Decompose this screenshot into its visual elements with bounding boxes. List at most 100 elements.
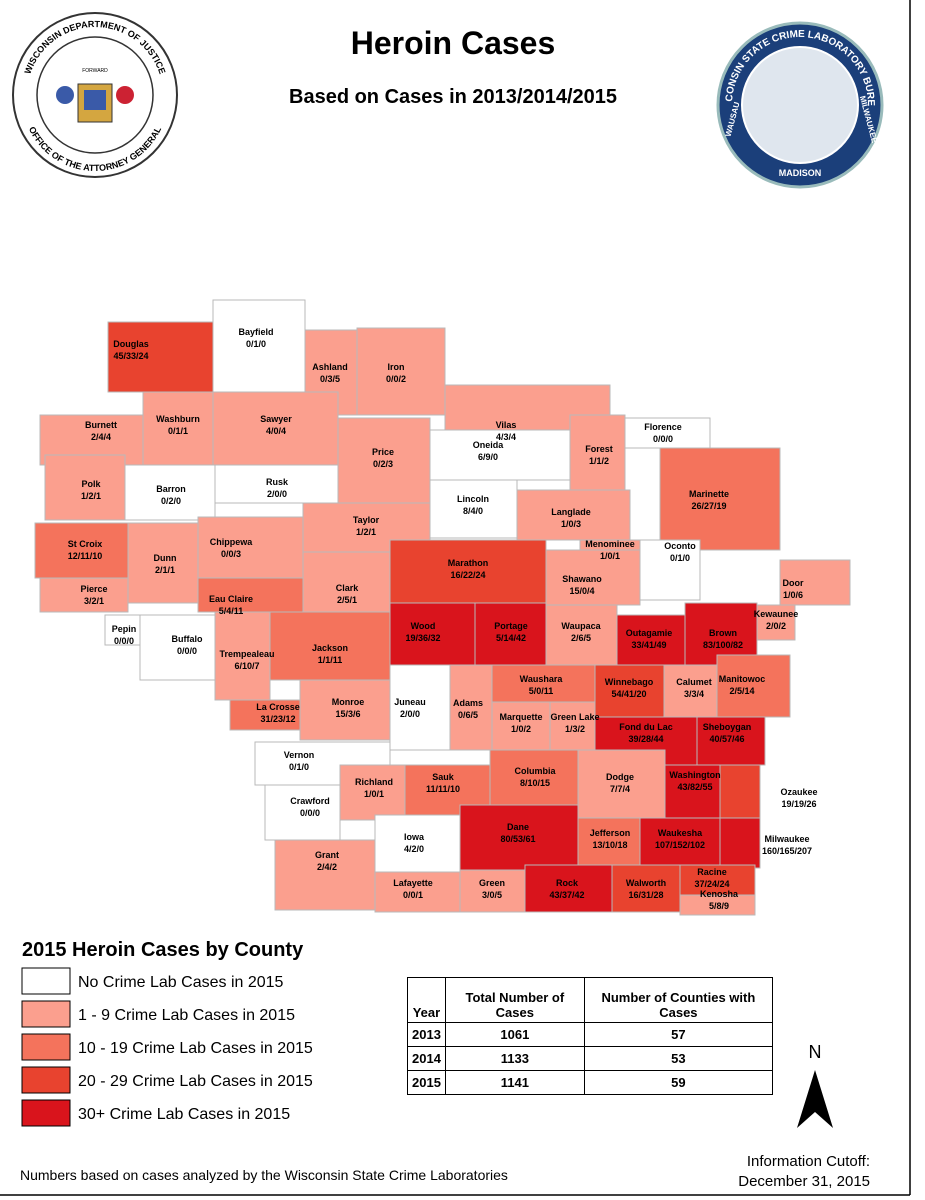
legend-swatch [21,967,71,995]
county-cases: 160/165/207 [762,846,812,856]
county-name: St Croix [68,539,103,549]
county-name: Buffalo [172,634,203,644]
county-name: Vernon [284,750,315,760]
county-cases: 15/3/6 [335,709,360,719]
county-name: Waushara [520,674,564,684]
county [212,299,306,393]
county-name: Fond du Lac [619,722,673,732]
county [679,894,756,916]
county [577,749,666,819]
county-cases: 8/10/15 [520,778,550,788]
county-name: Jackson [312,643,348,653]
county [356,327,446,416]
county [659,447,781,551]
county-cases: 0/0/0 [177,646,197,656]
county-name: Ashland [312,362,348,372]
county [44,454,126,521]
county-cases: 1/3/2 [565,724,585,734]
table-cell: 57 [583,1022,774,1047]
county [663,664,718,718]
county-name: Outagamie [626,628,673,638]
title: Heroin Cases [351,25,556,61]
county-cases: 11/11/10 [426,784,460,794]
county-cases: 0/1/1 [168,426,188,436]
county-cases: 7/7/4 [610,784,630,794]
county [374,814,461,873]
table-header: Year [407,977,446,1023]
county-cases: 0/1/0 [289,762,309,772]
county [611,864,681,913]
county-name: Lafayette [393,878,433,888]
county-cases: 2/5/14 [729,686,754,696]
county [389,664,451,751]
table-cell: 1141 [444,1070,585,1095]
table-row: 2015 1141 59 [407,1070,774,1095]
table-cell: 2013 [407,1022,446,1047]
county-name: Kewaunee [754,609,799,619]
county-cases: 8/4/0 [463,506,483,516]
county-name: Chippewa [210,537,253,547]
county-cases: 43/37/42 [549,890,584,900]
county [104,614,141,646]
county-name: Racine [697,867,727,877]
table-cell: 53 [583,1046,774,1071]
logo-text: MADISON [779,168,822,178]
county [716,654,791,718]
county [337,417,431,504]
county [524,864,613,913]
county-cases: 2/6/5 [571,633,591,643]
county-name: Dunn [154,553,177,563]
county-name: Menominee [585,539,635,549]
county-name: Green [479,878,505,888]
county-cases: 6/10/7 [234,661,259,671]
county-cases: 0/0/3 [221,549,241,559]
county-cases: 1/0/1 [600,551,620,561]
county-name: Pierce [80,584,107,594]
county-cases: 0/2/0 [161,496,181,506]
county-cases: 19/19/26 [781,799,816,809]
county [197,577,304,613]
county-name: Dodge [606,772,634,782]
county-name: Sawyer [260,414,292,424]
cutoff-date: December 31, 2015 [738,1173,870,1190]
county-name: Iron [388,362,405,372]
county-name: Richland [355,777,393,787]
county [569,414,626,504]
county-name: Bayfield [238,327,273,337]
county [214,464,339,504]
north-label: N [809,1042,822,1062]
county-cases: 33/41/49 [631,640,666,650]
county-cases: 39/28/44 [628,734,663,744]
north-arrow [797,1070,833,1128]
county-cases: 0/1/0 [246,339,266,349]
legend-swatch [21,1000,71,1028]
county-cases: 2/1/1 [155,565,175,575]
legend-title: 2015 Heroin Cases by County [22,939,304,961]
county-cases: 5/14/42 [496,633,526,643]
table-cell: 1133 [444,1046,585,1071]
county-name: La Crosse [256,702,300,712]
county-cases: 5/4/11 [219,606,244,616]
county-name: Washington [669,770,720,780]
county-name: Taylor [353,515,380,525]
legend-label: 30+ Crime Lab Cases in 2015 [78,1106,290,1123]
county-name: Door [783,578,804,588]
table-header: Number of Counties with Cases [583,977,774,1023]
county-name: Shawano [562,574,602,584]
county-name: Barron [156,484,186,494]
county-name: Calumet [676,677,712,687]
county-name: Oneida [473,440,505,450]
left-logo: WISCONSIN DEPARTMENT OF JUSTICE OFFICE O… [12,12,178,178]
county-cases: 83/100/82 [703,640,743,650]
county [639,539,701,601]
county [719,817,761,869]
county [127,522,199,604]
county-cases: 4/0/4 [266,426,286,436]
county-cases: 4/2/0 [404,844,424,854]
county [616,614,686,666]
county-name: Langlade [551,507,591,517]
county-name: Ozaukee [780,787,817,797]
legend-swatch [21,1033,71,1061]
